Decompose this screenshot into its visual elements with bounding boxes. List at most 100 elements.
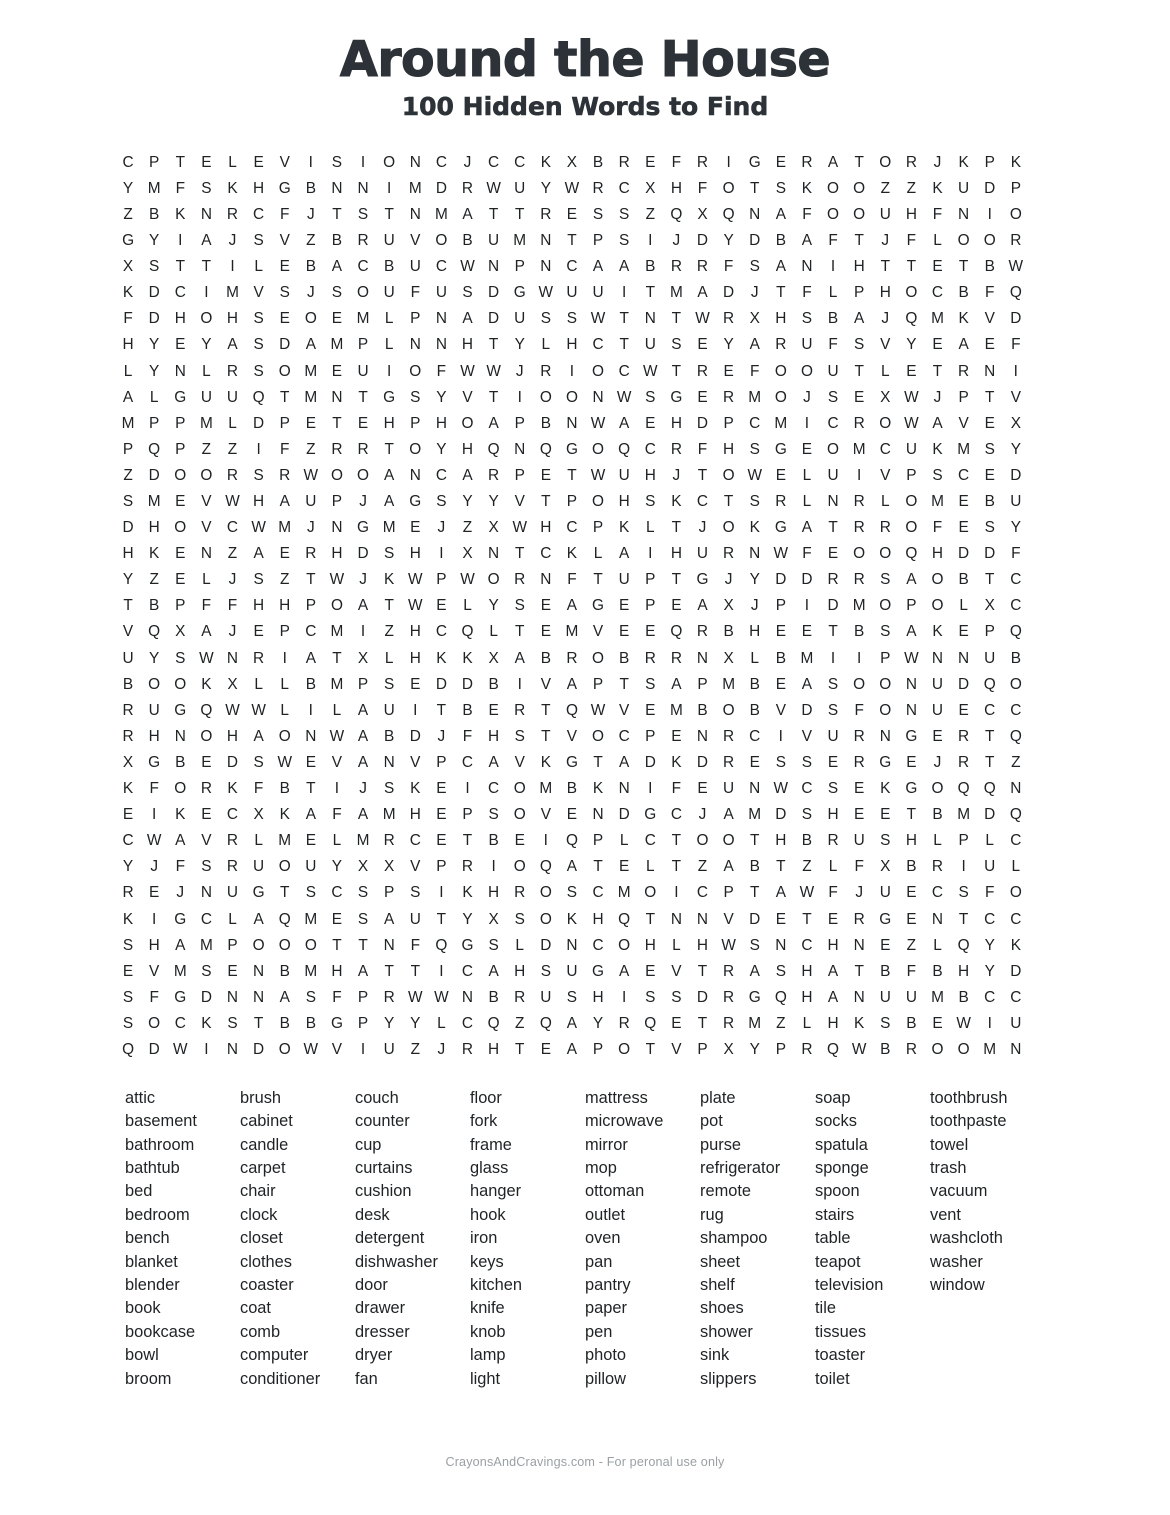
grid-cell[interactable]: T xyxy=(280,884,290,902)
grid-cell[interactable]: E xyxy=(854,388,865,406)
grid-cell[interactable]: T xyxy=(932,362,943,380)
grid-cell[interactable]: P xyxy=(410,414,421,432)
grid-cell[interactable]: A xyxy=(253,727,264,745)
word-list-item[interactable]: floor xyxy=(470,1088,502,1107)
grid-cell[interactable]: A xyxy=(801,519,813,537)
grid-cell[interactable]: S xyxy=(253,753,264,771)
grid-cell[interactable]: Y xyxy=(201,336,212,354)
grid-cell[interactable]: E xyxy=(357,414,369,432)
grid-cell[interactable]: S xyxy=(514,597,525,615)
grid-cell[interactable]: Y xyxy=(436,388,447,406)
grid-cell[interactable]: N xyxy=(305,727,317,745)
grid-cell[interactable]: V xyxy=(331,1040,343,1058)
grid-cell[interactable]: R xyxy=(827,571,839,589)
grid-cell[interactable]: T xyxy=(280,388,290,406)
grid-cell[interactable]: I xyxy=(465,780,470,798)
grid-cell[interactable]: C xyxy=(435,153,447,171)
grid-cell[interactable]: L xyxy=(228,910,237,928)
grid-cell[interactable]: T xyxy=(358,388,368,406)
grid-cell[interactable]: O xyxy=(931,597,944,615)
word-list-item[interactable]: coaster xyxy=(240,1275,294,1294)
grid-cell[interactable]: R xyxy=(696,258,709,276)
grid-cell[interactable]: R xyxy=(696,153,709,171)
grid-cell[interactable]: N xyxy=(592,806,604,824)
grid-cell[interactable]: E xyxy=(514,832,525,850)
grid-cell[interactable]: W xyxy=(146,832,162,850)
grid-cell[interactable]: D xyxy=(696,232,709,250)
grid-cell[interactable]: O xyxy=(879,414,892,432)
grid-cell[interactable]: T xyxy=(802,910,812,928)
grid-cell[interactable]: G xyxy=(357,519,370,537)
grid-cell[interactable]: B xyxy=(749,858,760,876)
grid-cell[interactable]: W xyxy=(643,362,658,380)
grid-cell[interactable]: S xyxy=(540,962,551,980)
grid-cell[interactable]: T xyxy=(645,1040,655,1058)
grid-cell[interactable]: M xyxy=(800,649,814,667)
grid-cell[interactable]: H xyxy=(696,936,709,954)
grid-cell[interactable]: N xyxy=(383,936,395,954)
grid-cell[interactable]: Q xyxy=(670,205,683,223)
grid-cell[interactable]: B xyxy=(305,179,316,197)
grid-cell[interactable]: T xyxy=(619,336,629,354)
word-list-item[interactable]: glass xyxy=(470,1158,509,1177)
grid-cell[interactable]: L xyxy=(619,832,629,850)
grid-cell[interactable]: D xyxy=(200,988,212,1006)
grid-cell[interactable]: W xyxy=(721,936,736,954)
grid-cell[interactable]: E xyxy=(697,336,708,354)
grid-cell[interactable]: P xyxy=(436,571,447,589)
grid-cell[interactable]: F xyxy=(671,780,682,798)
grid-cell[interactable]: M xyxy=(852,440,866,458)
grid-cell[interactable]: L xyxy=(202,362,211,380)
grid-cell[interactable]: E xyxy=(566,205,578,223)
grid-cell[interactable]: Z xyxy=(906,936,917,954)
grid-cell[interactable]: H xyxy=(670,179,682,197)
grid-cell[interactable]: P xyxy=(122,440,134,458)
grid-cell[interactable]: V xyxy=(984,310,995,328)
grid-cell[interactable]: S xyxy=(384,780,395,798)
grid-cell[interactable]: K xyxy=(122,910,134,928)
grid-cell[interactable]: S xyxy=(122,1014,134,1032)
grid-cell[interactable]: B xyxy=(775,232,786,250)
grid-cell[interactable]: T xyxy=(697,466,708,484)
grid-cell[interactable]: D xyxy=(461,675,474,693)
grid-cell[interactable]: A xyxy=(488,414,499,432)
grid-cell[interactable]: N xyxy=(958,205,970,223)
grid-cell[interactable]: B xyxy=(488,988,499,1006)
grid-cell[interactable]: S xyxy=(331,284,343,302)
grid-cell[interactable]: G xyxy=(879,910,892,928)
word-list-item[interactable]: pan xyxy=(585,1252,613,1271)
grid-cell[interactable]: A xyxy=(619,753,630,771)
grid-cell[interactable]: L xyxy=(802,493,812,510)
word-list-item[interactable]: bathroom xyxy=(125,1135,195,1154)
grid-cell[interactable]: L xyxy=(541,336,551,354)
grid-cell[interactable]: S xyxy=(749,440,760,458)
word-list-item[interactable]: light xyxy=(470,1369,501,1388)
grid-cell[interactable]: M xyxy=(356,310,370,328)
grid-cell[interactable]: O xyxy=(278,1040,291,1058)
word-list-item[interactable]: dresser xyxy=(355,1322,410,1341)
grid-cell[interactable]: S xyxy=(566,310,578,328)
grid-cell[interactable]: H xyxy=(409,623,421,641)
grid-cell[interactable]: W xyxy=(590,466,606,484)
grid-cell[interactable]: I xyxy=(387,362,392,380)
grid-cell[interactable]: H xyxy=(905,832,917,850)
grid-cell[interactable]: H xyxy=(801,962,813,980)
grid-cell[interactable]: S xyxy=(671,988,682,1006)
grid-cell[interactable]: O xyxy=(931,571,944,589)
grid-cell[interactable]: E xyxy=(305,753,316,771)
grid-cell[interactable]: I xyxy=(152,806,157,824)
grid-cell[interactable]: M xyxy=(382,519,396,537)
grid-cell[interactable]: R xyxy=(723,388,735,406)
grid-cell[interactable]: R xyxy=(958,727,970,745)
grid-cell[interactable]: N xyxy=(409,205,421,223)
grid-cell[interactable]: C xyxy=(984,988,996,1006)
grid-cell[interactable]: T xyxy=(671,832,682,850)
grid-cell[interactable]: C xyxy=(357,258,369,276)
grid-cell[interactable]: K xyxy=(540,753,551,771)
grid-cell[interactable]: K xyxy=(932,440,943,458)
grid-cell[interactable]: H xyxy=(122,545,134,563)
grid-cell[interactable]: P xyxy=(592,1040,604,1058)
grid-cell[interactable]: R xyxy=(905,1040,917,1058)
grid-cell[interactable]: O xyxy=(853,545,866,563)
grid-cell[interactable]: C xyxy=(1010,988,1022,1006)
